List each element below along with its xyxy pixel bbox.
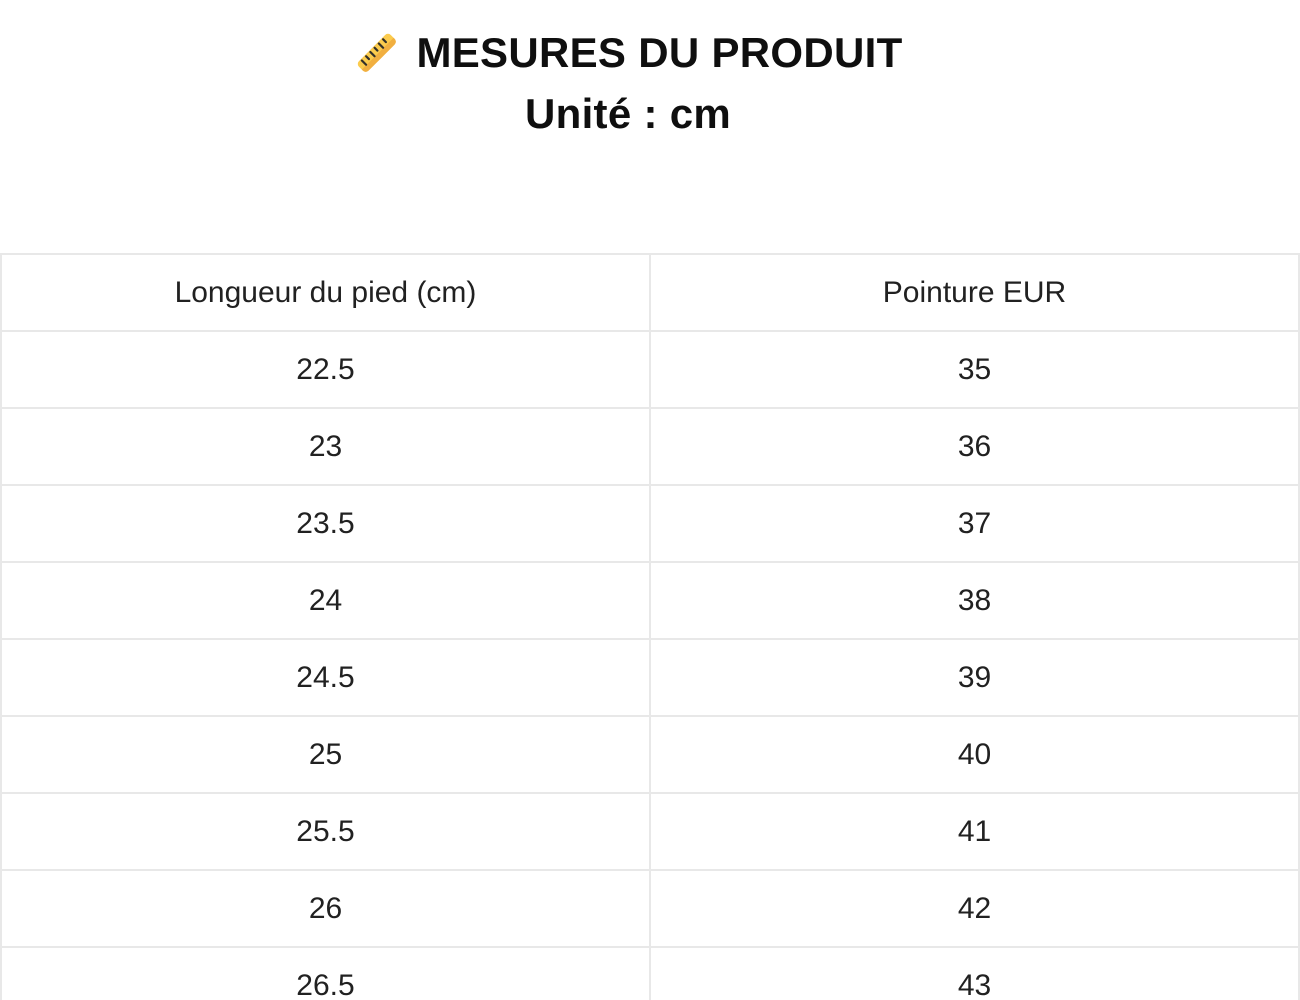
table-cell: 23 xyxy=(0,407,651,486)
size-table-head: Longueur du pied (cm) Pointure EUR xyxy=(0,253,1300,332)
table-row: 22.5 35 xyxy=(0,330,1300,409)
table-cell: 35 xyxy=(649,330,1300,409)
page-title: MESURES DU PRODUIT xyxy=(416,29,903,76)
table-cell: 39 xyxy=(649,638,1300,717)
table-cell: 43 xyxy=(649,946,1300,1000)
table-cell: 40 xyxy=(649,715,1300,794)
table-cell: 36 xyxy=(649,407,1300,486)
table-cell: 42 xyxy=(649,869,1300,948)
table-cell: 24.5 xyxy=(0,638,651,717)
table-cell: 23.5 xyxy=(0,484,651,563)
column-header-pointure-eur: Pointure EUR xyxy=(649,253,1300,332)
table-cell: 41 xyxy=(649,792,1300,871)
table-row: 26.5 43 xyxy=(0,946,1300,1000)
header: MESURES DU PRODUIT Unité : cm xyxy=(0,29,1278,135)
header-row: Longueur du pied (cm) Pointure EUR xyxy=(0,253,1300,332)
column-header-foot-length: Longueur du pied (cm) xyxy=(0,253,651,332)
page: { "header": { "title": "MESURES DU PRODU… xyxy=(0,29,1300,1000)
table-cell: 37 xyxy=(649,484,1300,563)
table-cell: 22.5 xyxy=(0,330,651,409)
table-cell: 25 xyxy=(0,715,651,794)
table-row: 24.5 39 xyxy=(0,638,1300,717)
table-cell: 26 xyxy=(0,869,651,948)
table-row: 23 36 xyxy=(0,407,1300,486)
table-row: 26 42 xyxy=(0,869,1300,948)
table-cell: 38 xyxy=(649,561,1300,640)
size-table-body: 22.5 35 23 36 23.5 37 24 38 24.5 39 25 40 25.5 41 26 42… xyxy=(0,330,1300,1000)
table-row: 24 38 xyxy=(0,561,1300,640)
ruler-icon xyxy=(358,33,397,72)
table-cell: 26.5 xyxy=(0,946,651,1000)
table-cell: 24 xyxy=(0,561,651,640)
table-row: 25 40 xyxy=(0,715,1300,794)
page-title-row: MESURES DU PRODUIT xyxy=(353,29,902,77)
table-row: 25.5 41 xyxy=(0,792,1300,871)
page-subtitle: Unité : cm xyxy=(524,90,732,137)
size-table: Longueur du pied (cm) Pointure EUR 22.5 3… xyxy=(0,253,1300,1000)
table-row: 23.5 37 xyxy=(0,484,1300,563)
table-cell: 25.5 xyxy=(0,792,651,871)
